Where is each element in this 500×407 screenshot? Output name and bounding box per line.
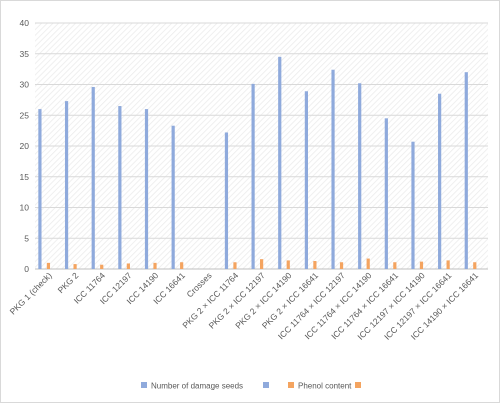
x-tick-label: PKG 1 (check) <box>8 270 54 316</box>
y-tick-label: 10 <box>20 203 30 213</box>
bar-damage-seeds <box>64 101 69 269</box>
legend-swatch-phenol-extra <box>355 382 361 388</box>
bar-phenol-content <box>366 258 370 269</box>
bar-phenol-content <box>126 263 130 269</box>
bar-phenol-content <box>446 260 450 269</box>
bar-phenol-content <box>313 261 317 269</box>
bar-damage-seeds <box>144 109 149 269</box>
legend-swatch-damage-seeds <box>141 382 147 388</box>
bar-damage-seeds <box>224 132 229 269</box>
y-axis: 0 5 10 15 20 25 30 35 40 <box>20 18 30 274</box>
bar-phenol-content <box>260 259 264 269</box>
bar-damage-seeds <box>304 91 308 269</box>
y-tick-label: 5 <box>24 233 29 243</box>
x-tick-label: PKG 2 <box>56 270 81 295</box>
y-tick-label: 35 <box>20 49 30 59</box>
bar-phenol-content <box>153 262 157 269</box>
y-tick-label: 0 <box>24 264 29 274</box>
legend-label-damage-seeds: Number of damage seeds <box>151 382 243 391</box>
bar-phenol-content <box>339 262 344 269</box>
bar-phenol-content <box>393 262 397 269</box>
bar-series <box>38 56 477 270</box>
bar-damage-seeds <box>384 118 388 269</box>
bar-phenol-content <box>46 262 51 269</box>
y-tick-label: 30 <box>20 80 30 90</box>
bar-phenol-content <box>233 262 237 269</box>
bar-phenol-content <box>73 264 77 269</box>
legend-label-phenol: Phenol content <box>298 382 352 391</box>
gridlines <box>35 22 488 270</box>
y-tick-label: 20 <box>20 141 30 151</box>
bar-phenol-content <box>473 262 477 269</box>
y-tick-label: 40 <box>20 18 30 28</box>
bar-damage-seeds <box>118 106 122 270</box>
y-tick-label: 25 <box>20 110 30 120</box>
legend-swatch-damage-seeds-extra <box>263 382 269 388</box>
legend: Number of damage seeds Phenol content <box>141 382 361 391</box>
bar-damage-seeds <box>91 86 95 270</box>
bar-damage-seeds <box>251 83 255 269</box>
bar-damage-seeds <box>411 141 415 269</box>
bar-damage-seeds <box>438 93 442 269</box>
bar-damage-seeds <box>171 125 175 269</box>
bar-damage-seeds <box>464 72 468 269</box>
bar-damage-seeds <box>331 69 335 270</box>
bar-damage-seeds <box>358 83 362 270</box>
bar-phenol-content <box>286 260 290 269</box>
bar-damage-seeds <box>38 109 42 269</box>
bar-damage-seeds <box>278 56 282 270</box>
bar-phenol-content <box>100 264 104 269</box>
y-tick-label: 15 <box>20 172 30 182</box>
bar-phenol-content <box>180 262 184 269</box>
bar-phenol-content <box>419 261 424 269</box>
legend-swatch-phenol <box>288 382 294 388</box>
